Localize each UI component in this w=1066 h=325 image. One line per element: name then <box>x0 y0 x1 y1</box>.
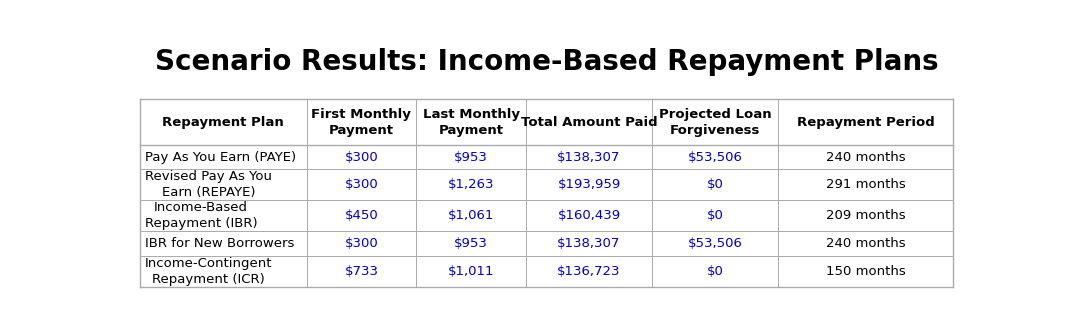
Text: $953: $953 <box>454 237 488 250</box>
Text: Total Amount Paid: Total Amount Paid <box>520 116 658 129</box>
Text: $300: $300 <box>344 237 378 250</box>
Text: $1,011: $1,011 <box>448 265 495 278</box>
Text: Income-Contingent
Repayment (ICR): Income-Contingent Repayment (ICR) <box>145 257 272 286</box>
Text: $0: $0 <box>707 209 724 222</box>
Text: $0: $0 <box>707 178 724 191</box>
Text: 240 months: 240 months <box>825 151 905 164</box>
Text: $138,307: $138,307 <box>558 151 620 164</box>
Text: $1,061: $1,061 <box>448 209 495 222</box>
Text: $733: $733 <box>344 265 378 278</box>
Text: $300: $300 <box>344 151 378 164</box>
Text: $160,439: $160,439 <box>558 209 620 222</box>
Text: Scenario Results: Income-Based Repayment Plans: Scenario Results: Income-Based Repayment… <box>155 48 938 76</box>
Text: $1,263: $1,263 <box>448 178 495 191</box>
Text: $953: $953 <box>454 151 488 164</box>
Text: 150 months: 150 months <box>825 265 905 278</box>
Text: 291 months: 291 months <box>825 178 905 191</box>
Text: $138,307: $138,307 <box>558 237 620 250</box>
Text: $0: $0 <box>707 265 724 278</box>
Text: IBR for New Borrowers: IBR for New Borrowers <box>145 237 294 250</box>
Text: $300: $300 <box>344 178 378 191</box>
Text: $136,723: $136,723 <box>558 265 620 278</box>
Text: $53,506: $53,506 <box>688 151 742 164</box>
Text: $450: $450 <box>344 209 378 222</box>
Text: 209 months: 209 months <box>825 209 905 222</box>
Text: Last Monthly
Payment: Last Monthly Payment <box>422 108 519 136</box>
Text: 240 months: 240 months <box>825 237 905 250</box>
Text: First Monthly
Payment: First Monthly Payment <box>311 108 411 136</box>
Text: Projected Loan
Forgiveness: Projected Loan Forgiveness <box>659 108 772 136</box>
Text: Revised Pay As You
Earn (REPAYE): Revised Pay As You Earn (REPAYE) <box>145 170 272 199</box>
Text: Pay As You Earn (PAYE): Pay As You Earn (PAYE) <box>145 151 296 164</box>
Text: $193,959: $193,959 <box>558 178 620 191</box>
Text: Repayment Period: Repayment Period <box>796 116 934 129</box>
Text: $53,506: $53,506 <box>688 237 742 250</box>
Text: Repayment Plan: Repayment Plan <box>162 116 284 129</box>
Text: Income-Based
Repayment (IBR): Income-Based Repayment (IBR) <box>145 202 258 230</box>
